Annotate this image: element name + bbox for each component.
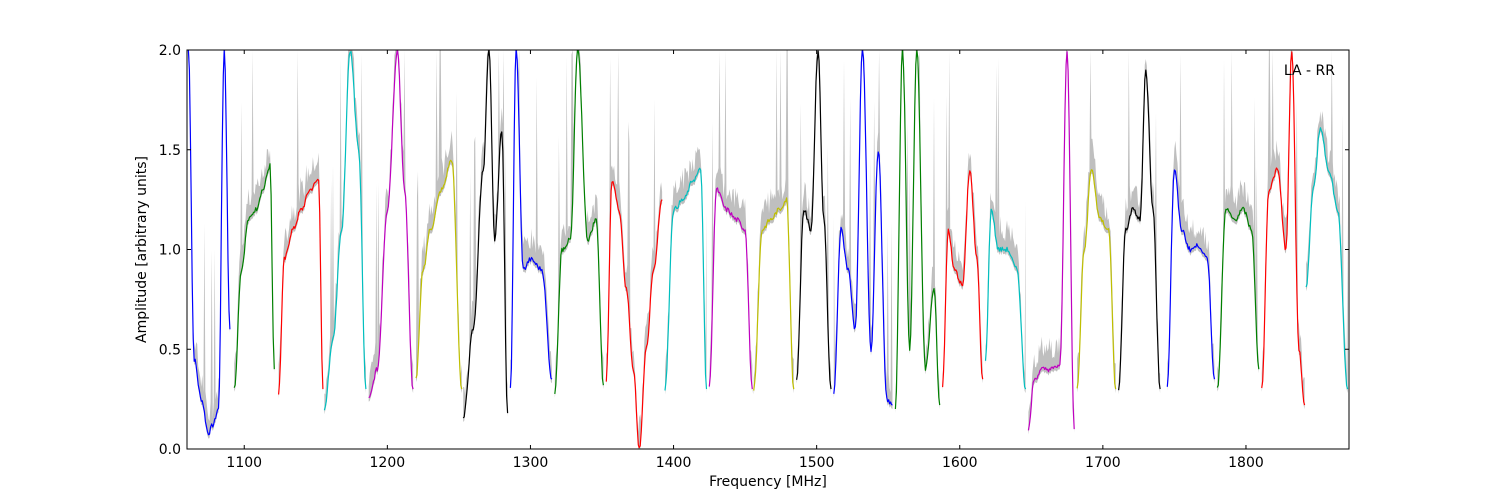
envelope-band-13 [753, 50, 794, 395]
series-line-11 [664, 167, 708, 391]
y-tick-label: 2.0 [159, 43, 181, 59]
series-line-7 [462, 50, 509, 419]
y-tick-label: 0.0 [159, 442, 181, 458]
series-line-3 [278, 178, 324, 395]
series-line-20 [1076, 169, 1117, 390]
envelope-band-11 [665, 146, 707, 395]
series-line-24 [1261, 51, 1306, 406]
x-axis-title: Frequency [MHz] [709, 474, 827, 490]
envelope-band-23 [1217, 50, 1259, 392]
y-tick-label: 1.5 [159, 143, 181, 159]
series-line-13 [753, 197, 795, 391]
envelope-band-7 [463, 50, 508, 422]
series-line-18 [984, 208, 1027, 390]
envelope-band-15 [833, 50, 893, 410]
series-line-4 [323, 51, 367, 411]
x-tick-label: 1300 [513, 455, 549, 471]
series-line-23 [1216, 206, 1260, 388]
envelope-band-20 [1077, 50, 1116, 394]
x-tick-label: 1500 [799, 455, 835, 471]
y-axis-title: Amplitude [arbitrary units] [134, 156, 150, 343]
series-line-14 [796, 50, 832, 390]
envelope-band-17 [942, 50, 983, 392]
annotation-label: LA - RR [1284, 63, 1335, 79]
series-line-9 [554, 50, 604, 394]
series-line-1 [187, 50, 231, 436]
envelope-band-16 [895, 50, 940, 413]
series-line-25 [1305, 127, 1349, 390]
series-line-5 [368, 50, 414, 399]
series-line-21 [1118, 69, 1161, 391]
x-tick-label: 1200 [370, 455, 406, 471]
series-line-19 [1027, 51, 1075, 431]
series-line-12 [708, 187, 753, 390]
series-line-22 [1166, 169, 1216, 387]
x-tick-label: 1400 [656, 455, 692, 471]
series-layer [187, 50, 1349, 449]
x-axis-ticks: 1100 1200 1300 1400 1500 1600 1700 1800 [226, 50, 1264, 471]
x-tick-label: 1600 [942, 455, 978, 471]
envelope-band-9 [554, 50, 604, 398]
series-line-16 [894, 50, 941, 410]
y-tick-label: 0.5 [159, 342, 181, 358]
x-tick-label: 1800 [1228, 455, 1264, 471]
x-tick-label: 1100 [226, 455, 262, 471]
envelope-band-10 [606, 50, 663, 449]
series-line-6 [415, 159, 463, 390]
series-line-17 [942, 170, 984, 388]
y-tick-label: 1.0 [159, 243, 181, 259]
envelope-band-12 [709, 50, 753, 394]
y-axis-ticks: 0.0 0.5 1.0 1.5 2.0 [159, 43, 1349, 458]
plot-area [187, 50, 1349, 449]
series-line-8 [509, 50, 553, 388]
series-line-2 [233, 163, 275, 388]
envelope-band-19 [1028, 50, 1075, 435]
envelope-band-2 [234, 50, 275, 392]
series-line-15 [833, 50, 893, 406]
x-tick-label: 1700 [1085, 455, 1121, 471]
series-line-10 [605, 181, 663, 449]
